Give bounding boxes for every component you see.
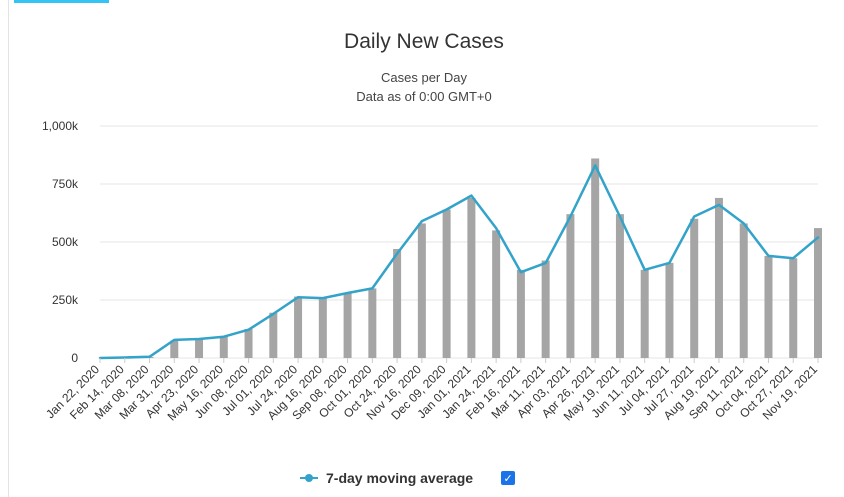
- daily-case-bar: [417, 223, 426, 358]
- chart-subtitle: Cases per Day: [381, 70, 467, 85]
- legend-moving-average-label[interactable]: 7-day moving average: [326, 470, 474, 486]
- daily-case-bar: [591, 158, 600, 358]
- chart-title: Daily New Cases: [344, 30, 504, 53]
- panel-left-border: [8, 0, 9, 497]
- daily-case-bar: [269, 312, 278, 358]
- daily-case-bar: [442, 209, 451, 358]
- bar-series: [120, 158, 822, 358]
- daily-case-bar: [393, 248, 402, 358]
- daily-case-bar: [294, 296, 303, 358]
- daily-case-bar: [467, 197, 476, 358]
- y-tick-label: 1,000k: [42, 119, 79, 133]
- y-tick-label: 750k: [52, 177, 79, 191]
- daily-case-bar: [219, 335, 228, 358]
- moving-average-legend-marker[interactable]: [300, 472, 318, 484]
- daily-case-bar: [789, 258, 798, 358]
- daily-case-bar: [343, 293, 352, 358]
- daily-case-bar: [714, 197, 723, 358]
- daily-case-bar: [541, 260, 550, 358]
- legend-dot-swatch: [305, 474, 313, 482]
- daily-case-bar: [170, 340, 179, 358]
- daily-case-bar: [764, 255, 773, 358]
- daily-case-bar: [566, 214, 575, 358]
- gridlines: [100, 125, 818, 359]
- daily-case-bar: [368, 288, 377, 358]
- y-tick-label: 0: [71, 351, 78, 365]
- daily-case-bar: [516, 269, 525, 358]
- daily-case-bar: [814, 228, 822, 358]
- daily-case-bar: [665, 262, 674, 358]
- daily-case-bar: [690, 218, 699, 358]
- y-axis-ticks: 0 250k 500k 750k 1,000k: [42, 119, 79, 365]
- chart-subtitle-date: Data as of 0:00 GMT+0: [356, 89, 491, 104]
- y-tick-label: 500k: [52, 235, 79, 249]
- daily-case-bar: [492, 230, 501, 358]
- y-tick-label: 250k: [52, 293, 79, 307]
- daily-case-bar: [739, 223, 748, 358]
- legend: 7-day moving average ✓: [300, 470, 516, 486]
- daily-case-bar: [615, 214, 624, 358]
- top-accent-strip: [14, 0, 109, 3]
- moving-average-checkbox[interactable]: ✓: [501, 471, 516, 485]
- daily-case-bar: [195, 338, 204, 358]
- moving-average-series: [98, 164, 820, 360]
- daily-case-bar: [318, 298, 327, 358]
- moving-average-line: [98, 164, 820, 360]
- daily-case-bar: [640, 269, 649, 358]
- daily-case-bar: [244, 329, 253, 358]
